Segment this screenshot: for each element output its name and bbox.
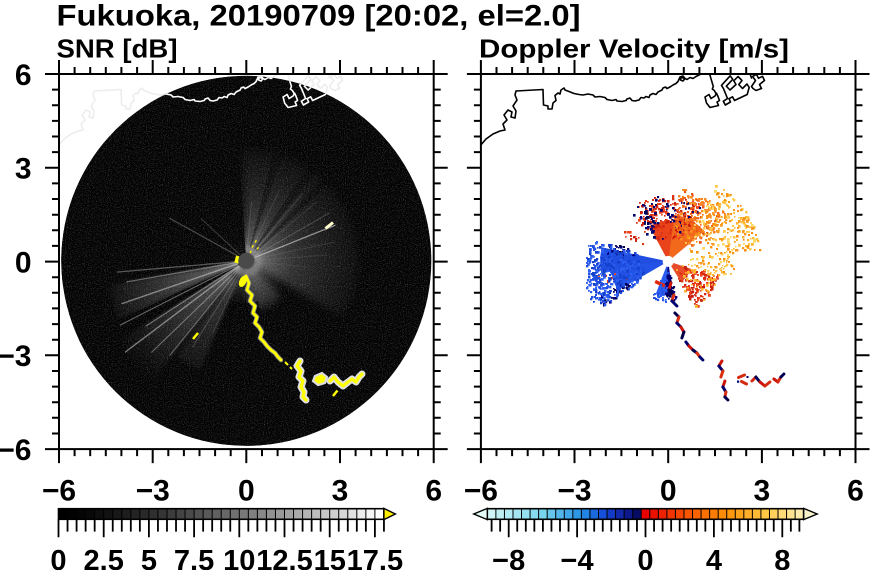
svg-text:12.5: 12.5	[256, 545, 312, 570]
svg-text:−3: −3	[0, 340, 32, 373]
svg-text:Fukuoka, 20190709 [20:02, el=2: Fukuoka, 20190709 [20:02, el=2.0]	[57, 0, 581, 33]
svg-text:15: 15	[314, 545, 346, 570]
svg-text:−6: −6	[464, 475, 498, 508]
svg-text:3: 3	[15, 153, 32, 186]
svg-text:6: 6	[15, 59, 32, 92]
svg-text:SNR [dB]: SNR [dB]	[57, 34, 178, 64]
svg-text:8: 8	[774, 545, 790, 570]
svg-text:Doppler Velocity [m/s]: Doppler Velocity [m/s]	[479, 34, 789, 64]
svg-text:−6: −6	[0, 434, 32, 467]
svg-text:3: 3	[332, 475, 349, 508]
svg-text:3: 3	[754, 475, 771, 508]
svg-text:10: 10	[223, 545, 255, 570]
svg-text:0: 0	[637, 545, 653, 570]
svg-text:5: 5	[141, 545, 157, 570]
svg-text:−8: −8	[492, 545, 525, 570]
svg-text:6: 6	[425, 475, 442, 508]
svg-text:7.5: 7.5	[174, 545, 214, 570]
svg-text:0: 0	[15, 246, 32, 279]
svg-text:0: 0	[660, 475, 677, 508]
svg-text:2.5: 2.5	[84, 545, 124, 570]
svg-text:0: 0	[50, 545, 66, 570]
svg-text:−3: −3	[136, 475, 170, 508]
svg-text:0: 0	[238, 475, 255, 508]
svg-text:−6: −6	[42, 475, 76, 508]
svg-text:−4: −4	[561, 545, 594, 570]
svg-text:4: 4	[706, 545, 722, 570]
svg-text:−3: −3	[557, 475, 591, 508]
svg-text:17.5: 17.5	[347, 545, 403, 570]
svg-text:6: 6	[847, 475, 864, 508]
